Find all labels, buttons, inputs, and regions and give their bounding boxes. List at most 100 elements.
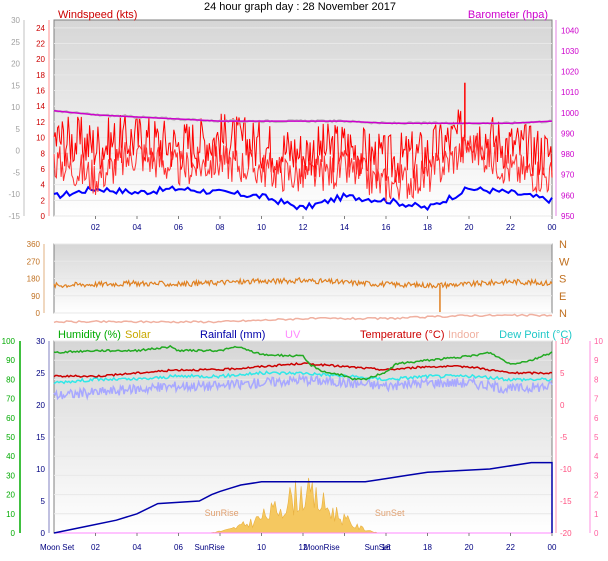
uv-tick-label: 9 xyxy=(594,356,599,365)
outer-left-tick-label: -15 xyxy=(8,212,20,221)
rain-tick-label: 5 xyxy=(41,497,46,506)
event-label: Moon Set xyxy=(40,543,75,552)
left-tick-label: 8 xyxy=(41,149,46,158)
windspeed-label: Windspeed (kts) xyxy=(58,9,137,21)
x-tick-label: 02 xyxy=(91,543,100,552)
direction-tick-label: 180 xyxy=(27,275,41,284)
uv-label: UV xyxy=(285,329,301,341)
grid-lines xyxy=(54,27,552,534)
event-annotation: SunSet xyxy=(375,508,405,518)
temp-tick-label: 5 xyxy=(560,369,565,378)
x-tick-label: 08 xyxy=(216,223,225,232)
humidity-series xyxy=(53,344,553,381)
x-tick-label: 16 xyxy=(382,223,391,232)
humidity-tick-label: 70 xyxy=(6,395,15,404)
left-tick-label: 16 xyxy=(36,87,45,96)
panel1-plot xyxy=(53,82,553,212)
event-label: SunSet xyxy=(365,543,392,552)
humidity-tick-label: 90 xyxy=(6,356,15,365)
outer-left-tick-label: -5 xyxy=(13,168,21,177)
wind-average-series xyxy=(53,185,553,212)
x-tick-label: 20 xyxy=(465,543,474,552)
x-tick-label: 02 xyxy=(91,223,100,232)
solar-label: Solar xyxy=(125,329,151,341)
outer-left-tick-label: 20 xyxy=(11,60,20,69)
compass-label: E xyxy=(559,291,566,303)
rainfall-label: Rainfall (mm) xyxy=(200,329,265,341)
right-tick-label: 990 xyxy=(561,129,575,138)
temp-tick-label: 10 xyxy=(560,337,569,346)
x-tick-label: 06 xyxy=(174,223,183,232)
uv-tick-label: 10 xyxy=(594,337,603,346)
temp-tick-label: -5 xyxy=(560,433,568,442)
right-tick-label: 1020 xyxy=(561,68,579,77)
x-tick-label: 00 xyxy=(548,223,557,232)
outer-left-tick-label: 5 xyxy=(16,125,21,134)
rain-tick-label: 30 xyxy=(36,337,45,346)
x-tick-label: 22 xyxy=(506,223,515,232)
left-tick-label: 0 xyxy=(41,212,46,221)
left-tick-label: 2 xyxy=(41,196,46,205)
event-annotation: SunRise xyxy=(205,508,239,518)
graph-title: 24 hour graph day : 28 November 2017 xyxy=(204,1,396,13)
right-tick-label: 970 xyxy=(561,171,575,180)
indoor-label: Indoor xyxy=(448,329,480,341)
right-tick-label: 1030 xyxy=(561,47,579,56)
direction-tick-label: 270 xyxy=(27,257,41,266)
outer-left-tick-label: -10 xyxy=(8,190,20,199)
humidity-tick-label: 50 xyxy=(6,433,15,442)
x-tick-label: 10 xyxy=(257,543,266,552)
outer-left-tick-label: 10 xyxy=(11,103,20,112)
left-tick-label: 24 xyxy=(36,24,45,33)
axes: 242220181614121086420302520151050-5-10-1… xyxy=(2,16,604,552)
humidity-tick-label: 80 xyxy=(6,375,15,384)
event-label: SunRise xyxy=(195,543,226,552)
temperature-series xyxy=(53,361,553,378)
indoor-series xyxy=(53,313,553,324)
compass-label: S xyxy=(559,274,566,286)
uv-tick-label: 0 xyxy=(594,529,599,538)
wind-direction-series xyxy=(53,276,553,290)
right-tick-label: 1040 xyxy=(561,26,579,35)
uv-tick-label: 7 xyxy=(594,395,599,404)
barometer-series xyxy=(53,110,553,124)
direction-tick-label: 360 xyxy=(27,240,41,249)
windspeed-series xyxy=(53,132,553,202)
uv-tick-label: 6 xyxy=(594,414,599,423)
left-tick-label: 14 xyxy=(36,102,45,111)
x-tick-label: 22 xyxy=(506,543,515,552)
rain-tick-label: 20 xyxy=(36,401,45,410)
right-tick-label: 1000 xyxy=(561,109,579,118)
humidity-tick-label: 100 xyxy=(2,337,16,346)
rainfall-series xyxy=(53,461,553,534)
secondary-series xyxy=(53,373,553,401)
right-tick-label: 980 xyxy=(561,150,575,159)
uv-tick-label: 4 xyxy=(594,452,599,461)
temperature-label: Temperature (°C) xyxy=(360,329,444,341)
outer-left-tick-label: 0 xyxy=(16,147,21,156)
uv-tick-label: 2 xyxy=(594,491,599,500)
left-tick-label: 20 xyxy=(36,55,45,64)
left-tick-label: 12 xyxy=(36,118,45,127)
panel3-plot: SunRise SunSet xyxy=(53,313,553,534)
x-tick-label: 12 xyxy=(299,543,308,552)
left-tick-label: 10 xyxy=(36,134,45,143)
compass-label: N xyxy=(559,308,567,320)
event-label: MoonRise xyxy=(304,543,341,552)
humidity-tick-label: 0 xyxy=(11,529,16,538)
direction-tick-label: 0 xyxy=(36,309,41,318)
x-tick-label: 18 xyxy=(423,223,432,232)
humidity-tick-label: 40 xyxy=(6,452,15,461)
x-tick-label: 00 xyxy=(548,543,557,552)
dew-point-label: Dew Point (°C) xyxy=(499,329,572,341)
x-tick-label: 06 xyxy=(174,543,183,552)
rain-tick-label: 25 xyxy=(36,369,45,378)
left-tick-label: 22 xyxy=(36,40,45,49)
outer-left-tick-label: 25 xyxy=(11,38,20,47)
left-tick-label: 18 xyxy=(36,71,45,80)
temp-tick-label: -15 xyxy=(560,497,572,506)
panel2-plot xyxy=(53,276,553,313)
x-tick-label: 04 xyxy=(133,543,142,552)
direction-tick-label: 90 xyxy=(31,292,40,301)
